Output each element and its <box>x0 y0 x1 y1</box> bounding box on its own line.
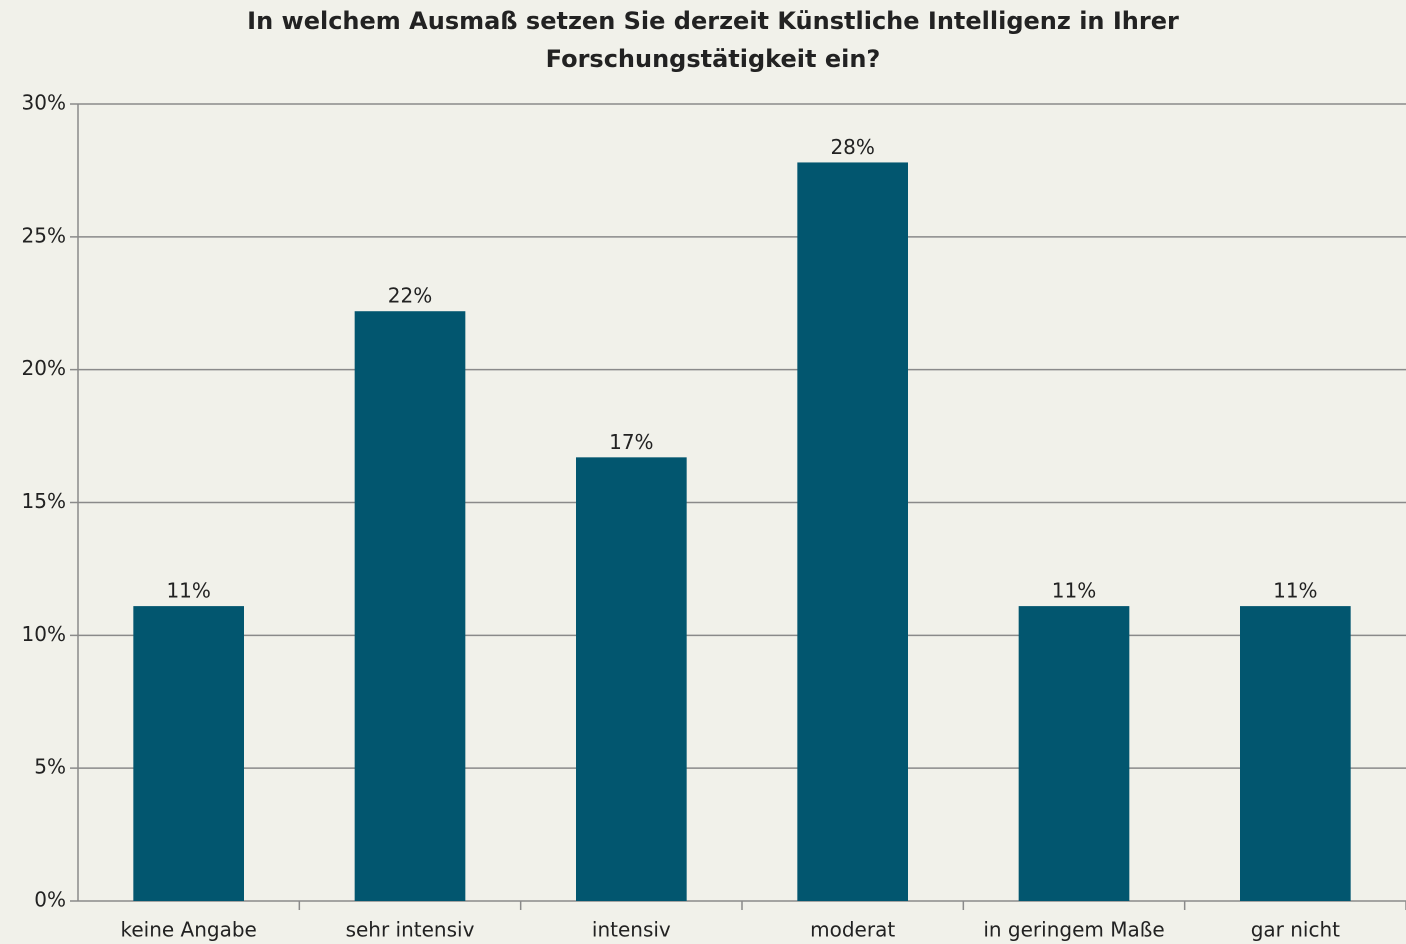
value-label: 11% <box>166 579 210 603</box>
y-tick-label: 15% <box>22 489 66 513</box>
bar <box>797 162 908 902</box>
value-label: 11% <box>1052 579 1096 603</box>
bar <box>1240 606 1351 901</box>
x-tick-label: in geringem Maße <box>983 918 1164 942</box>
bar <box>1018 606 1130 901</box>
chart-title: In welchem Ausmaß setzen Sie derzeit Kün… <box>247 7 1179 73</box>
value-label: 28% <box>830 135 874 159</box>
x-tick-label: gar nicht <box>1251 918 1340 942</box>
x-tick-label: keine Angabe <box>120 918 256 942</box>
x-tick-label: sehr intensiv <box>346 918 475 942</box>
value-label: 17% <box>609 430 653 454</box>
value-label: 11% <box>1273 579 1317 603</box>
x-tick-label: moderat <box>810 918 895 942</box>
value-label: 22% <box>388 284 432 308</box>
bar <box>133 606 244 901</box>
y-tick-label: 0% <box>34 888 66 912</box>
y-tick-label: 25% <box>22 223 66 247</box>
y-tick-label: 30% <box>22 91 66 115</box>
bar <box>576 457 687 901</box>
bar <box>354 311 466 902</box>
y-tick-label: 10% <box>22 622 66 646</box>
x-tick-label: intensiv <box>592 918 671 942</box>
y-tick-label: 5% <box>34 755 66 779</box>
y-tick-label: 20% <box>22 356 66 380</box>
